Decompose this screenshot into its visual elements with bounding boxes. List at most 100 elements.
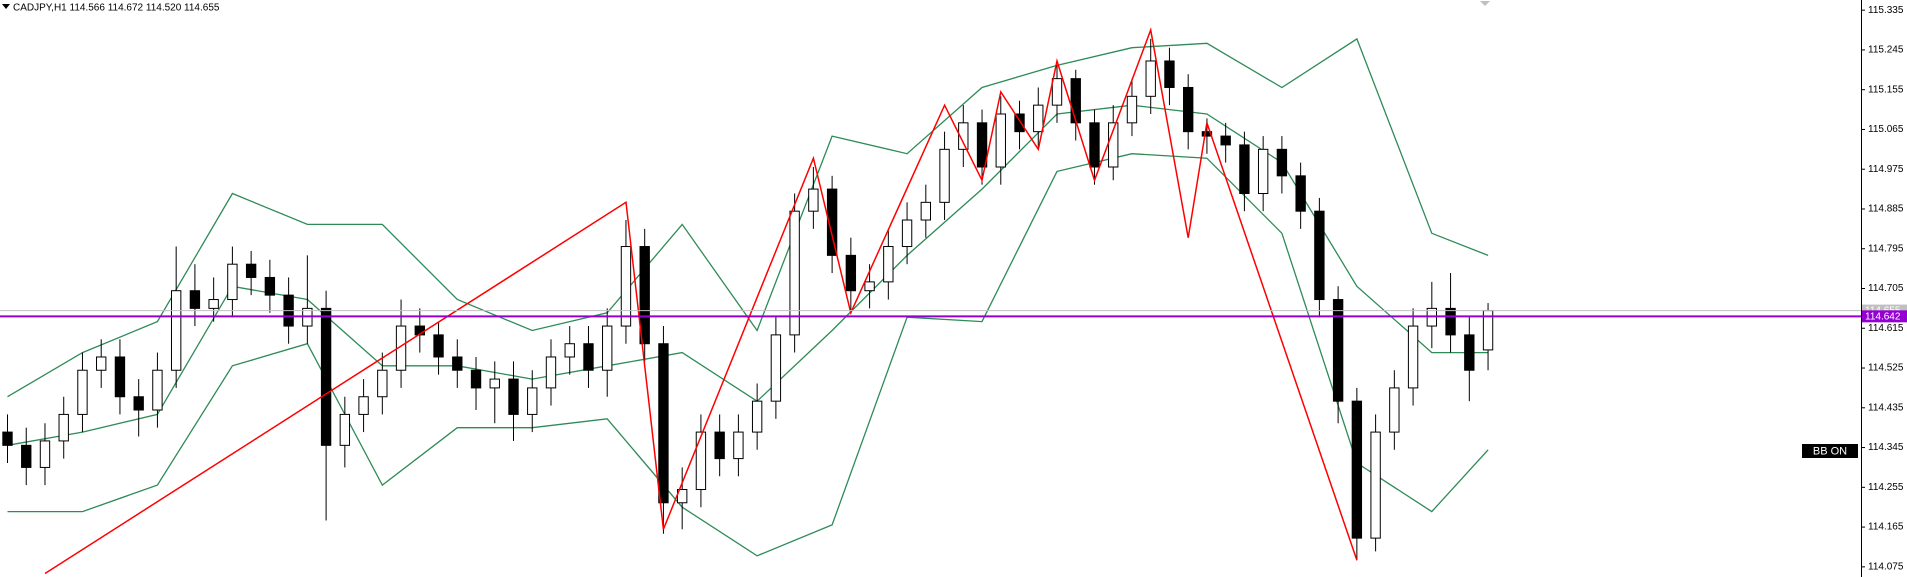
candle-body	[1389, 387, 1400, 433]
candle-body	[1351, 400, 1363, 539]
candle-body	[320, 307, 332, 446]
candle-body	[208, 299, 219, 309]
candle-body	[789, 210, 800, 336]
candle-body	[1370, 431, 1381, 539]
candle-body	[1220, 135, 1231, 146]
candle-body	[227, 263, 238, 301]
y-tick-label: 114.435	[1868, 402, 1904, 413]
candle-body	[1295, 175, 1306, 212]
candle-body	[21, 444, 32, 468]
candle-body	[939, 148, 950, 203]
y-tick-label: 114.615	[1868, 323, 1904, 334]
price-label-box	[1862, 310, 1907, 323]
candle-body	[189, 290, 201, 309]
candle-body	[58, 413, 69, 442]
menu-triangle	[2, 4, 10, 9]
candle-body	[1407, 325, 1419, 389]
y-tick-label: 114.705	[1868, 283, 1904, 294]
candle-body	[976, 122, 988, 168]
candle-body	[1464, 334, 1475, 371]
candle-body	[1201, 131, 1213, 137]
candle-body	[1108, 122, 1119, 168]
candle-body	[1314, 210, 1325, 301]
candle-body	[733, 431, 744, 460]
candle-body	[695, 431, 707, 491]
candle-body	[995, 113, 1006, 168]
candle-body	[170, 290, 182, 371]
candle-body	[245, 263, 257, 278]
candle-body	[864, 281, 875, 292]
candle-body	[564, 343, 575, 358]
candle-body	[620, 246, 632, 327]
candle-body	[770, 334, 782, 402]
y-tick-label: 115.155	[1868, 84, 1904, 95]
y-tick-label: 114.165	[1868, 522, 1904, 533]
zigzag-line	[44, 27, 1358, 575]
candle-body	[845, 254, 857, 292]
candle-body	[1183, 86, 1194, 133]
y-tick-label: 115.065	[1868, 124, 1904, 135]
y-tick-label: 114.975	[1868, 164, 1904, 175]
candle-body	[96, 356, 107, 371]
candle-body	[433, 334, 444, 358]
candle-body	[358, 396, 369, 415]
candle-body	[1145, 60, 1156, 97]
y-tick-label: 114.885	[1868, 204, 1904, 215]
candle-body	[1332, 299, 1344, 402]
candle-body	[39, 440, 51, 468]
candle-body	[377, 369, 388, 398]
badge-label: BB ON	[1813, 445, 1847, 457]
candle-body	[1089, 122, 1100, 168]
candle-body	[1014, 113, 1025, 133]
candle-body	[1070, 78, 1081, 124]
candle-body	[114, 356, 126, 398]
price-label: 114.642	[1865, 311, 1901, 322]
shift-marker	[1480, 1, 1490, 6]
candle-body	[1276, 148, 1288, 177]
y-tick-label: 114.525	[1868, 363, 1904, 374]
badge-box	[1802, 444, 1858, 458]
candle-body	[133, 396, 144, 411]
candle-body	[1257, 148, 1269, 195]
candle-body	[1051, 78, 1063, 106]
badge-group: BB ON	[1802, 444, 1858, 458]
candle-body	[1033, 104, 1044, 133]
candle-body	[826, 188, 838, 256]
candle-body	[545, 356, 557, 389]
candle-body	[1164, 60, 1175, 88]
candle-body	[883, 246, 894, 283]
y-tick-label: 115.245	[1868, 45, 1904, 56]
y-tick-label: 115.335	[1868, 5, 1904, 16]
candle-body	[339, 413, 351, 446]
y-tick-label: 114.255	[1868, 482, 1904, 493]
candle-body	[602, 325, 613, 371]
candle-body	[751, 400, 763, 433]
candle-body	[489, 378, 500, 389]
candle-body	[901, 219, 913, 248]
candle-body	[658, 343, 669, 504]
candle-body	[583, 343, 594, 371]
candle-body	[808, 188, 819, 212]
candle-body	[1239, 144, 1250, 195]
y-tick-label: 114.345	[1868, 442, 1904, 453]
candle-body	[452, 356, 463, 371]
chart-header: CADJPY,H1 114.566 114.672 114.520 114.65…	[13, 3, 220, 14]
band-lower	[7, 153, 1489, 557]
y-tick-label: 114.075	[1868, 561, 1904, 572]
candle-body	[1126, 95, 1138, 124]
band-upper	[7, 37, 1489, 398]
candle-body	[152, 369, 163, 411]
candle-body	[958, 122, 969, 150]
candle-body	[470, 369, 482, 389]
candle-body	[920, 201, 931, 221]
y-tick-label: 114.795	[1868, 243, 1904, 254]
candle-body	[527, 387, 538, 415]
candle-body	[77, 369, 88, 415]
candle-body	[714, 431, 725, 460]
candle-body	[264, 276, 276, 296]
candle-body	[1445, 307, 1456, 336]
candle-body	[2, 431, 13, 446]
candle-body	[639, 246, 650, 345]
